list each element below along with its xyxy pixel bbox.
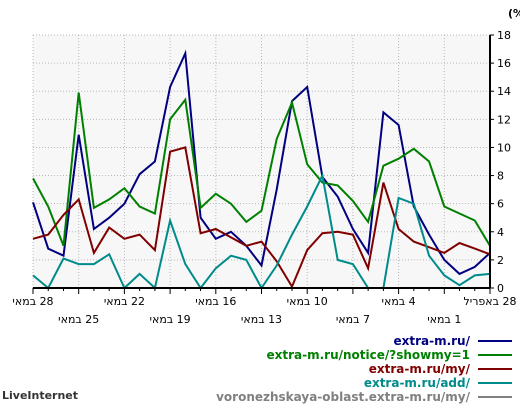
- x-tick-label: 19 במאי: [150, 313, 191, 326]
- x-tick-label: 10 במאי: [287, 295, 328, 308]
- y-tick-label: 0: [497, 282, 504, 295]
- y-axis-label: חלק (%): [508, 7, 520, 20]
- legend-label-4: extra-m.ru/add/: [364, 376, 471, 390]
- axes: [32, 34, 494, 294]
- y-tick-label: 8: [497, 170, 504, 183]
- x-tick-label: 13 במאי: [241, 313, 282, 326]
- y-tick-label: 16: [497, 57, 511, 70]
- y-tick-label: 2: [497, 254, 504, 267]
- x-tick-label: 28 באפריל: [464, 295, 517, 308]
- series-line-3: [32, 146, 491, 289]
- y-tick-label: 10: [497, 141, 511, 154]
- x-tick-label: 28 במאי: [12, 295, 53, 308]
- x-tick-label: 7 במאי: [336, 313, 370, 326]
- x-tick-label: 16 במאי: [195, 295, 236, 308]
- legend-label-3: extra-m.ru/my/: [369, 362, 471, 376]
- y-tick-label: 6: [497, 198, 504, 211]
- x-tick-label: 4 במאי: [382, 295, 416, 308]
- legend-label-5: voronezhskaya-oblast.extra-m.ru/my/: [216, 390, 471, 404]
- y-tick-label: 12: [497, 113, 511, 126]
- legend: extra-m.ru/extra-m.ru/notice/?showmy=1ex…: [216, 334, 512, 404]
- x-tick-label: 1 במאי: [427, 313, 461, 326]
- y-tick-label: 14: [497, 85, 511, 98]
- legend-label-1: extra-m.ru/: [393, 334, 470, 348]
- x-tick-label: 25 במאי: [58, 313, 99, 326]
- y-tick-label: 4: [497, 226, 504, 239]
- legend-label-2: extra-m.ru/notice/?showmy=1: [267, 348, 471, 362]
- y-tick-labels: 0 2 4 6 8 10 12 14 16 18: [497, 29, 511, 295]
- liveinternet-brand: LiveInternet: [2, 389, 78, 402]
- x-tick-label: 22 במאי: [104, 295, 145, 308]
- series-line-2: [32, 92, 491, 247]
- y-tick-label: 18: [497, 29, 511, 42]
- grid: [32, 34, 491, 288]
